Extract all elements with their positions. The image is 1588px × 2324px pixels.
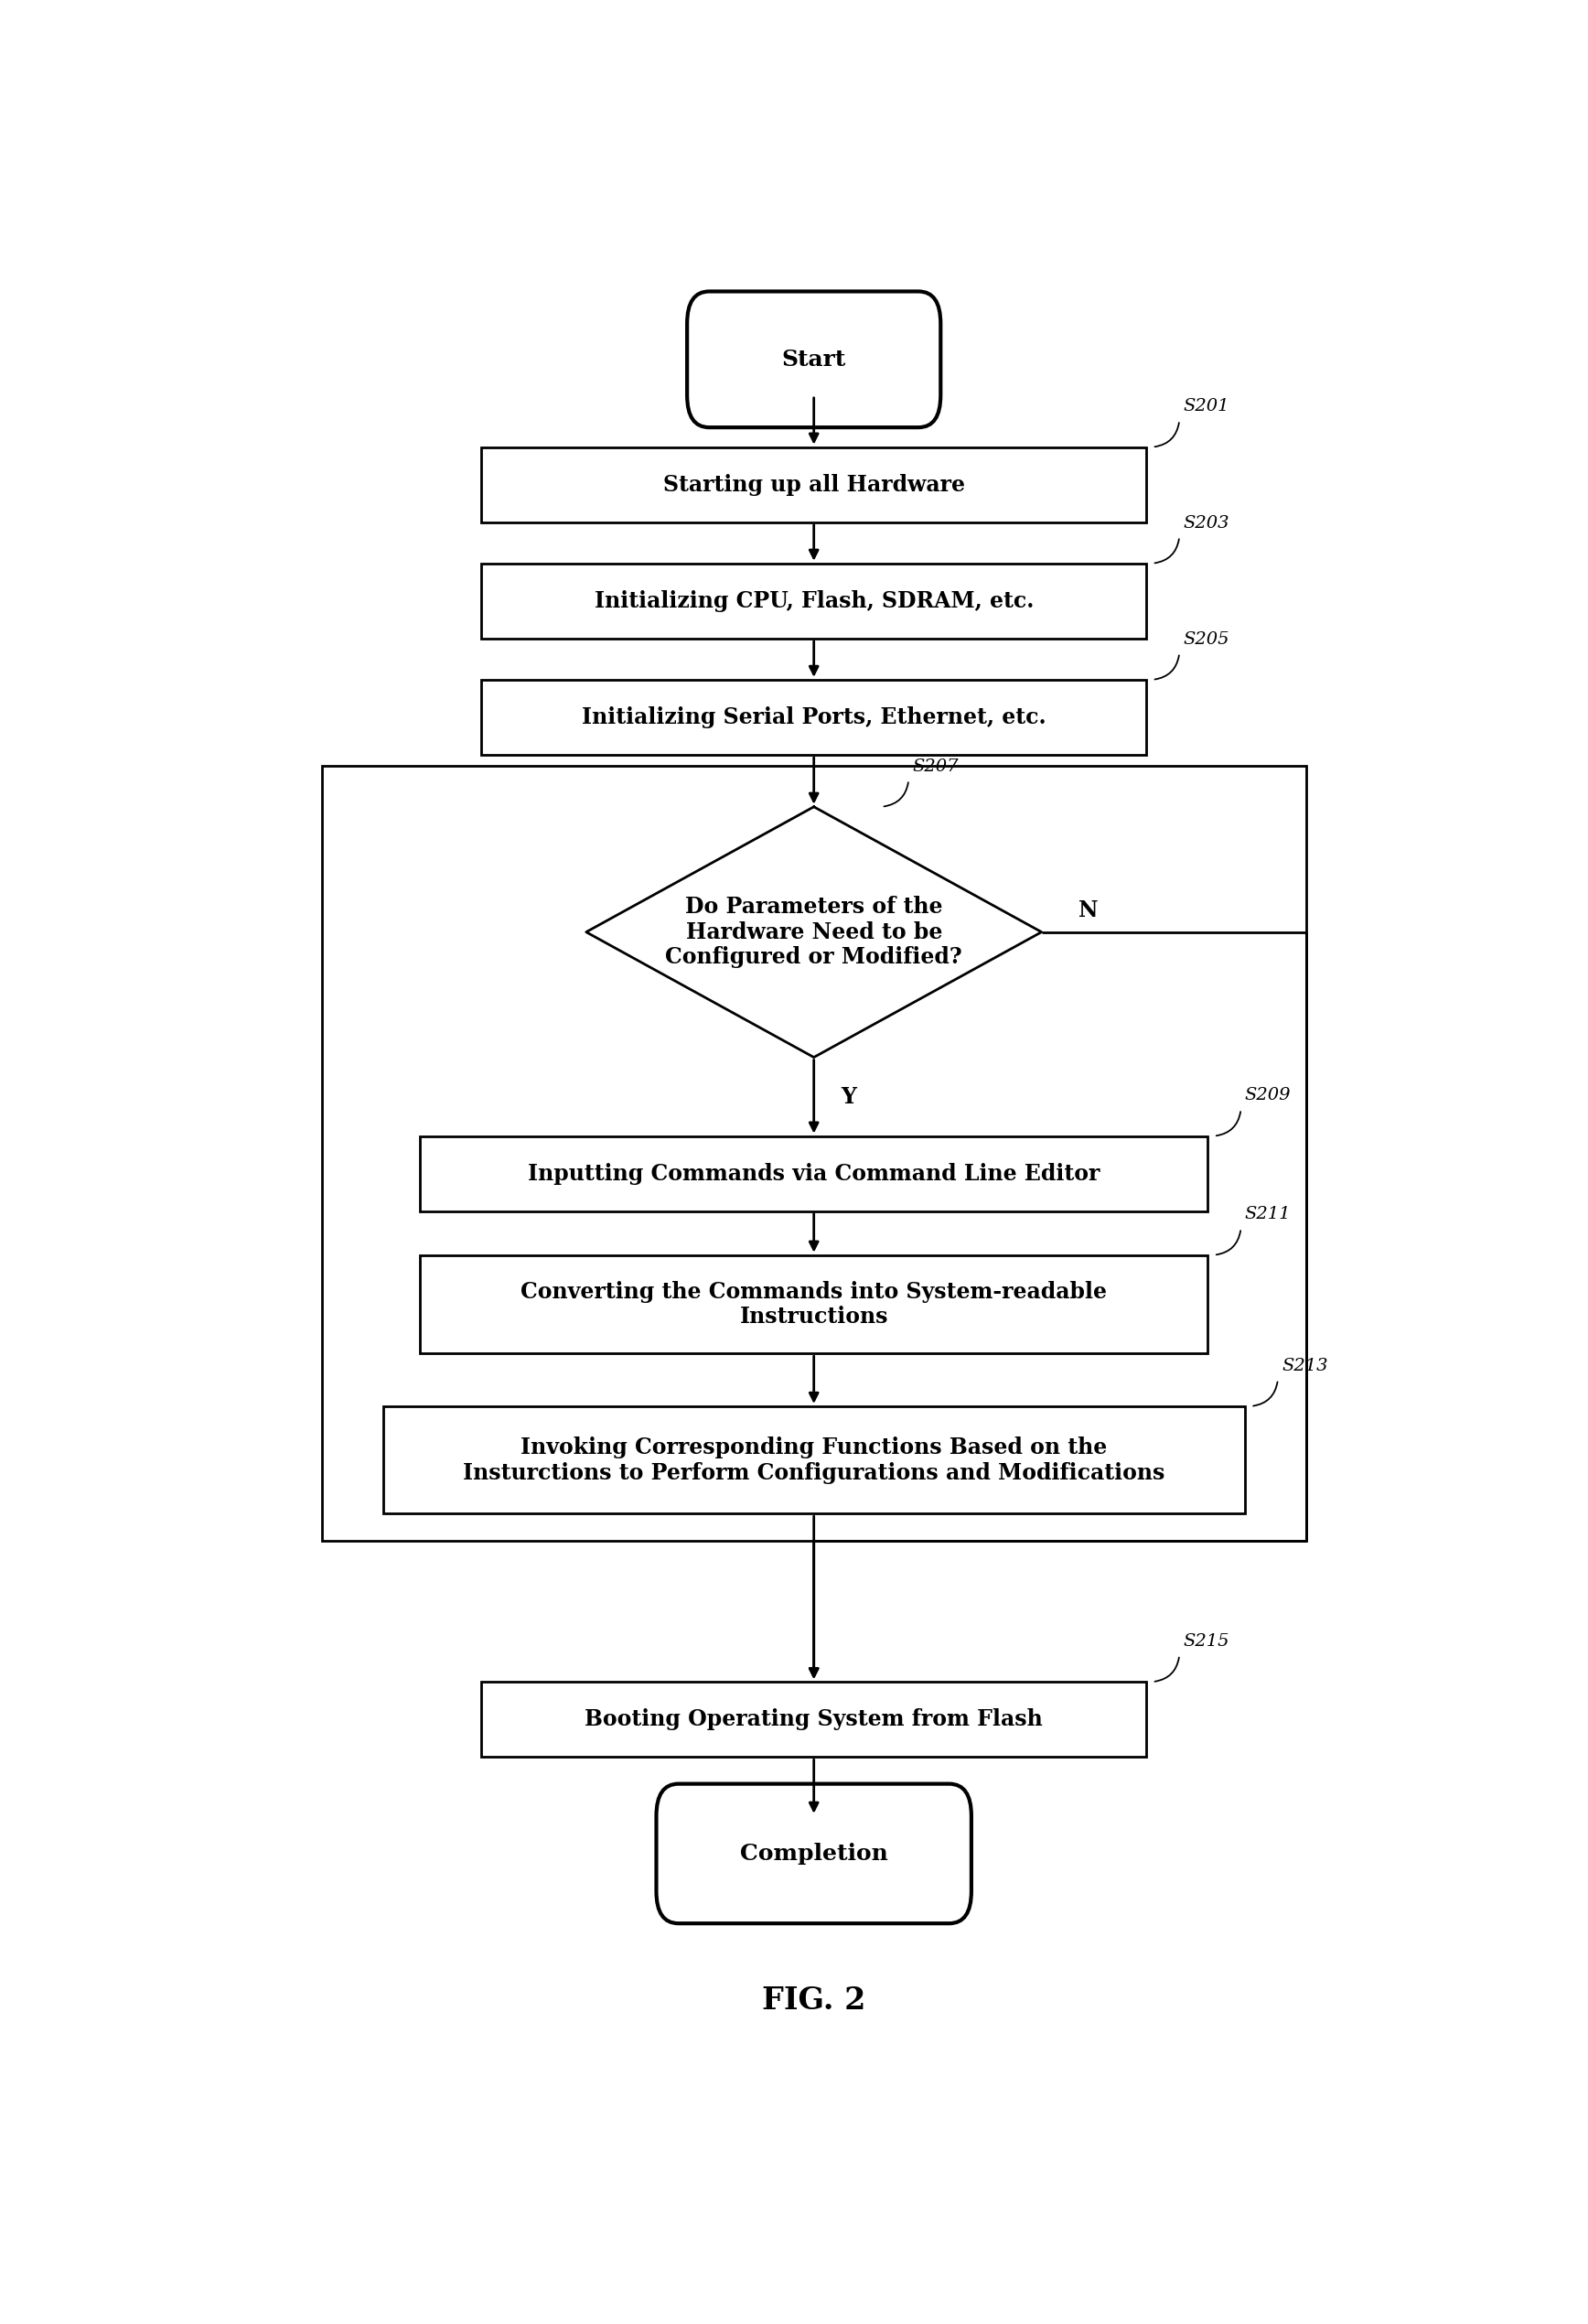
Text: S201: S201 — [1183, 397, 1229, 416]
Text: S213: S213 — [1282, 1357, 1328, 1373]
Text: S207: S207 — [912, 758, 959, 774]
Bar — [321, 765, 1307, 1541]
Text: Initializing CPU, Flash, SDRAM, etc.: Initializing CPU, Flash, SDRAM, etc. — [594, 590, 1034, 611]
Text: N: N — [1078, 899, 1099, 923]
Text: FIG. 2: FIG. 2 — [762, 1985, 865, 2015]
Text: S209: S209 — [1245, 1088, 1291, 1104]
Bar — [481, 446, 1147, 523]
Bar — [419, 1255, 1208, 1353]
Text: Y: Y — [840, 1085, 856, 1109]
Bar — [481, 1683, 1147, 1757]
FancyBboxPatch shape — [688, 290, 940, 428]
Text: Booting Operating System from Flash: Booting Operating System from Flash — [584, 1708, 1043, 1731]
Bar — [481, 562, 1147, 639]
Bar — [383, 1406, 1245, 1513]
Text: Inputting Commands via Command Line Editor: Inputting Commands via Command Line Edit… — [527, 1162, 1100, 1185]
Text: Completion: Completion — [740, 1843, 888, 1864]
Text: S205: S205 — [1183, 632, 1229, 648]
Text: S203: S203 — [1183, 514, 1229, 532]
Text: Starting up all Hardware: Starting up all Hardware — [662, 474, 966, 495]
Text: Do Parameters of the
Hardware Need to be
Configured or Modified?: Do Parameters of the Hardware Need to be… — [665, 895, 962, 969]
Text: S215: S215 — [1183, 1634, 1229, 1650]
Text: S211: S211 — [1245, 1206, 1291, 1222]
Text: Converting the Commands into System-readable
Instructions: Converting the Commands into System-read… — [521, 1281, 1107, 1327]
Text: Start: Start — [781, 349, 846, 370]
FancyBboxPatch shape — [656, 1785, 972, 1924]
Text: Invoking Corresponding Functions Based on the
Insturctions to Perform Configurat: Invoking Corresponding Functions Based o… — [462, 1436, 1166, 1483]
Text: Initializing Serial Ports, Ethernet, etc.: Initializing Serial Ports, Ethernet, etc… — [581, 706, 1046, 727]
Bar — [481, 679, 1147, 755]
Bar — [419, 1136, 1208, 1211]
Polygon shape — [586, 806, 1042, 1057]
